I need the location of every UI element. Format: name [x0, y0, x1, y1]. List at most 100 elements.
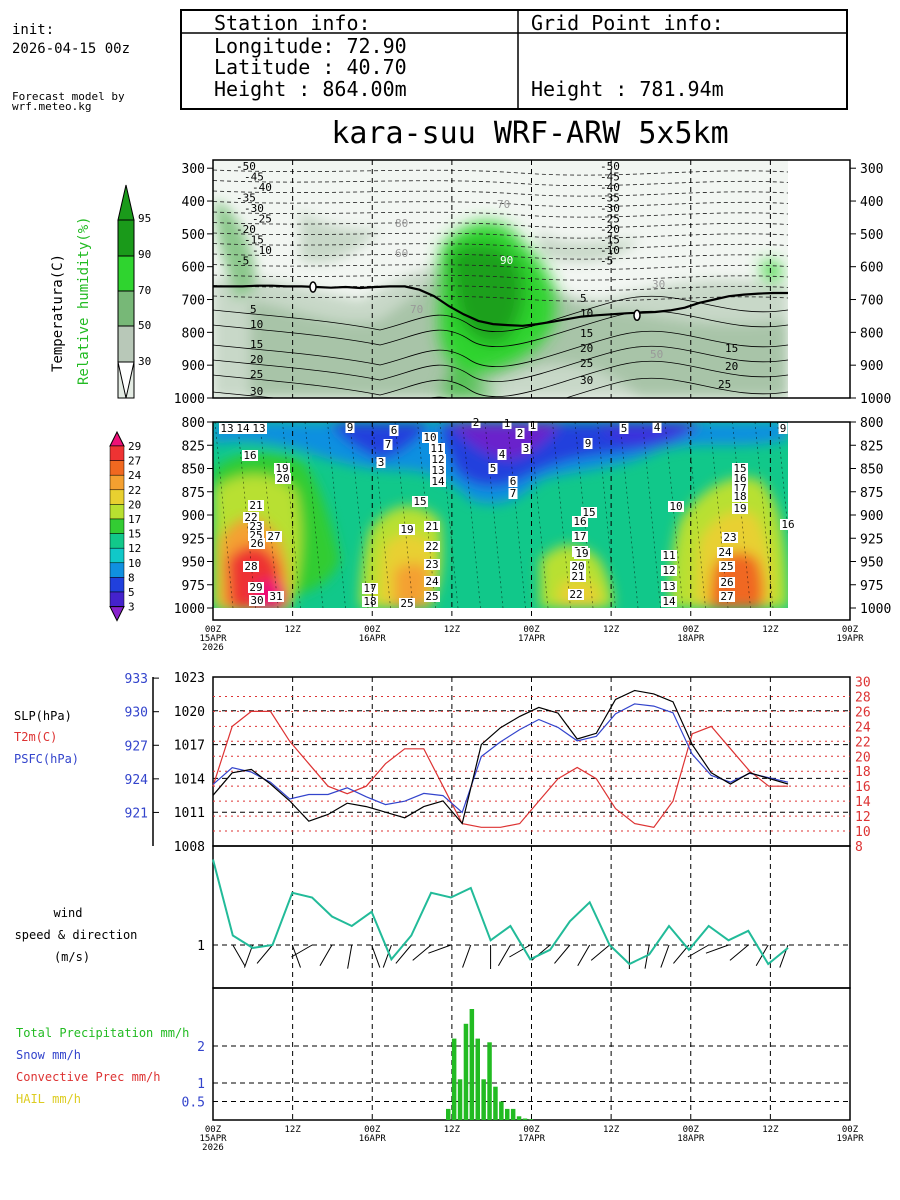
wind-barb: [347, 944, 353, 969]
isotherm-label: -30: [600, 202, 620, 215]
temperature-label: 15: [413, 495, 426, 508]
x-date-label: 19APR: [836, 1134, 864, 1144]
temperature-label: 11: [430, 442, 443, 455]
label-box: [399, 524, 415, 535]
temperature-label: 5: [621, 422, 628, 435]
wind-barb: [428, 944, 452, 954]
isotherm-line: [213, 330, 788, 368]
temperature-label: 1: [504, 417, 511, 430]
x-tick-label: 00Z: [842, 625, 859, 635]
legend-swatch: [109, 533, 125, 549]
label-box: [235, 423, 251, 434]
isotherm-label: 15: [580, 327, 593, 340]
label-box: [574, 548, 590, 559]
t2m-tick-label: 18: [855, 765, 871, 780]
rh-label: 30: [652, 278, 665, 291]
x-tick-label: 12Z: [762, 625, 779, 635]
isotherm-dash: [642, 422, 661, 608]
t2m-tick-label: 26: [855, 705, 871, 720]
label-box: [570, 561, 586, 572]
legend-swatch: [109, 474, 125, 491]
label-box: [719, 577, 735, 588]
temperature-label: 27: [720, 590, 733, 603]
isotherm-dash: [282, 422, 301, 608]
slp-tick-label: 1020: [174, 705, 205, 720]
wind-barb: [232, 944, 246, 967]
isotherm-dash: [214, 422, 234, 608]
legend-value: 15: [128, 528, 141, 541]
panel1-legend: 95 90 70 50 30: [117, 184, 151, 399]
legend-value: 95: [138, 212, 151, 225]
label-box: [266, 531, 282, 542]
label-box: [243, 512, 259, 523]
label-box: [515, 428, 525, 439]
t2m-tick-label: 8: [855, 840, 863, 855]
x-date-label: 19APR: [836, 634, 864, 644]
isotherm-label: 25: [718, 378, 731, 391]
wind-barb: [412, 944, 432, 961]
temperature-label: 16: [781, 518, 794, 531]
legend-value: 30: [138, 355, 151, 368]
legend-arrow-bottom: [109, 606, 125, 622]
precip-tick-label: 2: [197, 1040, 205, 1055]
rh-label: 80: [395, 217, 408, 230]
t2m-tick-label: 30: [855, 675, 871, 690]
legend-value: 20: [128, 498, 141, 511]
legend-value: 29: [128, 440, 141, 453]
isotherm-label: -25: [600, 213, 620, 226]
wind-barb: [729, 944, 749, 961]
label-box: [249, 538, 265, 549]
y-tick-label: 825: [860, 439, 883, 454]
y-tick-label: 875: [860, 486, 883, 501]
label-box: [399, 598, 415, 609]
temperature-label: 3: [378, 456, 385, 469]
zero-isotherm-marker: [309, 281, 317, 293]
wind-barb: [395, 944, 412, 964]
temperature-label: 1: [530, 419, 537, 432]
t2m-tick-label: 22: [855, 735, 871, 750]
legend-arrow-top: [109, 430, 125, 447]
temperature-label: 31: [269, 590, 282, 603]
label-box: [508, 476, 518, 487]
temperature-label: 9: [780, 422, 787, 435]
wind-barb: [590, 944, 610, 961]
longitude: Longitude: 72.90: [214, 34, 407, 58]
temperature-label: 22: [244, 511, 257, 524]
temperature-label: 11: [662, 549, 675, 562]
x-tick-label: 12Z: [603, 1125, 620, 1135]
wind-label-2: speed & direction: [15, 928, 138, 942]
wind-barb: [382, 944, 392, 968]
legend-arrow-bottom: [117, 361, 135, 399]
temperature-label: 25: [400, 597, 413, 610]
grid-height: Height : 781.94m: [531, 77, 724, 101]
wind-barb: [319, 944, 333, 967]
legend-swatch: [109, 489, 125, 505]
temperature-label: 14: [431, 475, 445, 488]
y-tick-label: 850: [182, 463, 205, 478]
isotherm-dash: [304, 422, 324, 608]
x-tick-label: 00Z: [683, 625, 700, 635]
psfc-tick-label: 927: [125, 739, 148, 754]
x-tick-label: 00Z: [842, 1125, 859, 1135]
slp-tick-label: 1023: [174, 671, 205, 686]
legend-swatch: [109, 445, 125, 461]
psfc-label: PSFC(hPa): [14, 752, 79, 766]
temperature-label: 15: [733, 462, 746, 475]
isotherm-line: [213, 232, 788, 239]
isotherm-label: -45: [600, 171, 620, 184]
legend-swatch: [109, 547, 125, 564]
isotherm-label: -50: [600, 160, 620, 173]
isotherm-dash: [349, 422, 369, 608]
isotherm-line: [213, 264, 788, 271]
temperature-label: 13: [431, 464, 444, 477]
legend-value: 5: [128, 586, 135, 599]
temperature-label: 17: [573, 530, 586, 543]
temperature-label: 24: [425, 575, 439, 588]
wind-barb: [705, 944, 729, 954]
isotherm-label: -10: [600, 244, 620, 257]
precip-bar: [469, 1009, 475, 1120]
psfc-tick-label: 933: [125, 672, 148, 687]
